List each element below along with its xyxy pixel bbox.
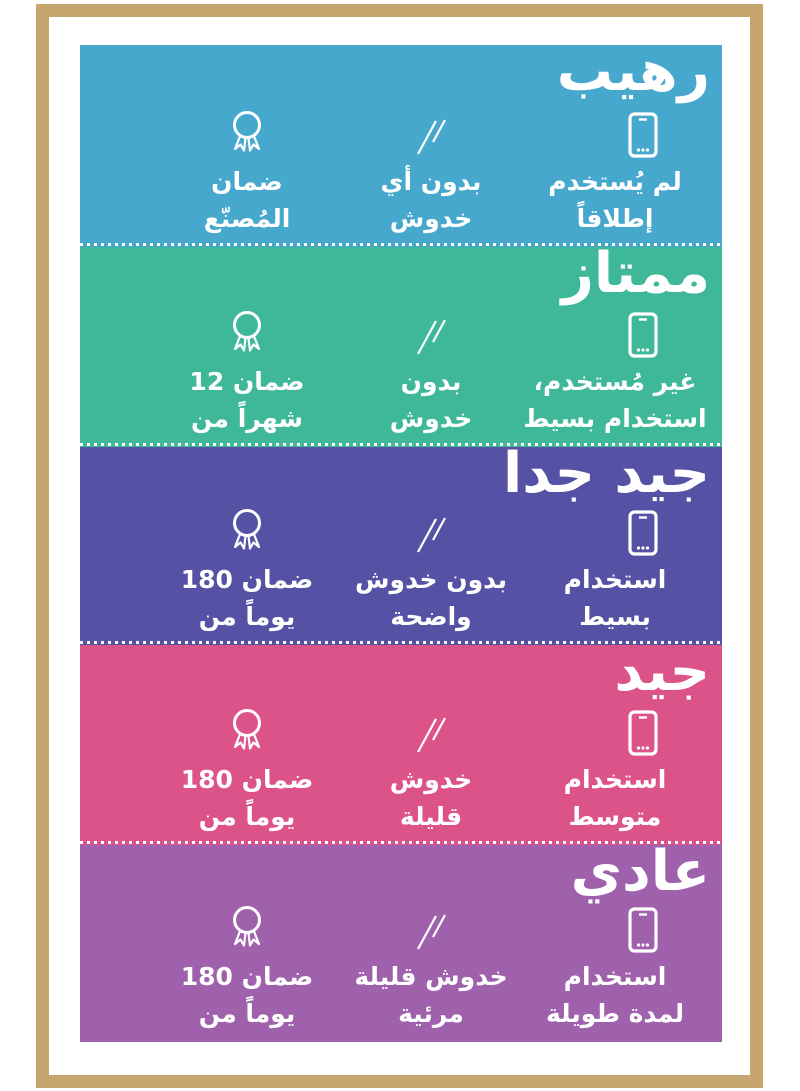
band-title: رهيب bbox=[556, 45, 710, 104]
text-line: متوسط bbox=[568, 802, 662, 831]
usage-column: استخدام متوسط bbox=[523, 704, 707, 835]
usage-text: استخدام لمدة طويلة bbox=[546, 958, 684, 1032]
band-columns: استخدام بسيط بدون خدوش واضحة ضمان 180 bbox=[155, 504, 707, 635]
grade-band-fair: عادي استخدام لمدة طويلة خدوش قليلة مرئية bbox=[80, 845, 722, 1042]
scratches-icon bbox=[409, 704, 453, 756]
text-line: خدوش bbox=[389, 204, 473, 233]
usage-column: لم يُستخدم إطلاقاً bbox=[523, 106, 707, 237]
warranty-column: ضمان 180 يوماً من bbox=[155, 704, 339, 835]
text-line: استخدام bbox=[563, 765, 667, 794]
text-line: المُصنّع bbox=[203, 204, 291, 233]
smartphone-icon bbox=[628, 901, 658, 953]
scratches-text: بدون خدوش bbox=[390, 363, 473, 437]
usage-column: استخدام بسيط bbox=[523, 504, 707, 635]
scratches-icon bbox=[409, 306, 453, 358]
band-title: جيد bbox=[614, 645, 710, 704]
scratches-text: بدون أي خدوش bbox=[381, 163, 482, 237]
text-line: ضمان 180 bbox=[180, 565, 314, 594]
text-line: ضمان 180 bbox=[180, 765, 314, 794]
band-title: عادي bbox=[570, 845, 710, 904]
text-line: خدوش bbox=[389, 765, 473, 794]
text-line: استخدام bbox=[563, 565, 667, 594]
text-line: استخدام bbox=[563, 962, 667, 991]
smartphone-icon bbox=[628, 704, 658, 756]
scratches-column: بدون أي خدوش bbox=[339, 106, 523, 237]
usage-text: لم يُستخدم إطلاقاً bbox=[548, 163, 682, 237]
text-line: مرئية bbox=[398, 999, 464, 1028]
usage-column: غير مُستخدم، استخدام بسيط bbox=[523, 306, 707, 437]
grade-band-very-good: جيد جداً استخدام بسيط بدون خدوش واضحة bbox=[80, 447, 722, 645]
band-columns: غير مُستخدم، استخدام بسيط بدون خدوش ضم bbox=[155, 306, 707, 437]
usage-text: غير مُستخدم، استخدام بسيط bbox=[523, 363, 706, 437]
warranty-text: ضمان 180 يوماً من bbox=[181, 561, 314, 635]
text-line: ضمان bbox=[211, 167, 283, 196]
scratches-text: خدوش قليلة bbox=[390, 761, 473, 835]
scratches-column: خدوش قليلة مرئية bbox=[339, 901, 523, 1032]
text-line: ضمان 180 bbox=[180, 962, 314, 991]
text-line: يوماً من bbox=[198, 602, 296, 631]
band-columns: استخدام متوسط خدوش قليلة ضمان 180 bbox=[155, 704, 707, 835]
text-line: واضحة bbox=[390, 602, 472, 631]
text-line: غير مُستخدم، bbox=[533, 367, 697, 396]
smartphone-icon bbox=[628, 504, 658, 556]
text-line: شهراً من bbox=[191, 404, 303, 433]
grade-band-excellent: ممتاز غير مُستخدم، استخدام بسيط بدون خدو… bbox=[80, 247, 722, 447]
text-line: بدون أي bbox=[380, 167, 482, 196]
scratches-column: بدون خدوش واضحة bbox=[339, 504, 523, 635]
text-line: لم يُستخدم bbox=[548, 167, 682, 196]
warranty-column: ضمان 180 يوماً من bbox=[155, 901, 339, 1032]
text-line: قليلة bbox=[399, 802, 463, 831]
band-title: جيد جداً bbox=[503, 447, 710, 506]
text-line: لمدة طويلة bbox=[545, 999, 685, 1028]
warranty-text: ضمان 12 شهراً من bbox=[189, 363, 304, 437]
band-columns: لم يُستخدم إطلاقاً بدون أي خدوش ضمان bbox=[155, 106, 707, 237]
scratches-column: خدوش قليلة bbox=[339, 704, 523, 835]
scratches-text: خدوش قليلة مرئية bbox=[354, 958, 507, 1032]
warranty-column: ضمان 12 شهراً من bbox=[155, 306, 339, 437]
warranty-column: ضمان 180 يوماً من bbox=[155, 504, 339, 635]
scratches-column: بدون خدوش bbox=[339, 306, 523, 437]
usage-text: استخدام بسيط bbox=[564, 561, 667, 635]
smartphone-icon bbox=[628, 306, 658, 358]
award-ribbon-icon bbox=[225, 704, 269, 756]
scratches-icon bbox=[409, 901, 453, 953]
text-line: إطلاقاً bbox=[576, 204, 654, 233]
award-ribbon-icon bbox=[225, 306, 269, 358]
grade-band-terrific: رهيب لم يُستخدم إطلاقاً بدون أي خدوش bbox=[80, 45, 722, 247]
warranty-text: ضمان 180 يوماً من bbox=[181, 958, 314, 1032]
warranty-text: ضمان المُصنّع bbox=[204, 163, 291, 237]
phone-condition-grades-poster: رهيب لم يُستخدم إطلاقاً بدون أي خدوش bbox=[80, 45, 722, 1042]
text-line: خدوش bbox=[389, 404, 473, 433]
band-columns: استخدام لمدة طويلة خدوش قليلة مرئية ضم bbox=[155, 901, 707, 1032]
text-line: بسيط bbox=[579, 602, 651, 631]
award-ribbon-icon bbox=[225, 504, 269, 556]
text-line: يوماً من bbox=[198, 802, 296, 831]
text-line: استخدام بسيط bbox=[523, 404, 707, 433]
band-title: ممتاز bbox=[561, 247, 710, 306]
award-ribbon-icon bbox=[225, 901, 269, 953]
usage-text: استخدام متوسط bbox=[564, 761, 667, 835]
smartphone-icon bbox=[628, 106, 658, 158]
text-line: بدون bbox=[400, 367, 462, 396]
award-ribbon-icon bbox=[225, 106, 269, 158]
scratches-icon bbox=[409, 106, 453, 158]
text-line: يوماً من bbox=[198, 999, 296, 1028]
text-line: ضمان 12 bbox=[189, 367, 305, 396]
warranty-text: ضمان 180 يوماً من bbox=[181, 761, 314, 835]
usage-column: استخدام لمدة طويلة bbox=[523, 901, 707, 1032]
text-line: بدون خدوش bbox=[355, 565, 507, 594]
grade-band-good: جيد استخدام متوسط خدوش قليلة bbox=[80, 645, 722, 845]
scratches-icon bbox=[409, 504, 453, 556]
warranty-column: ضمان المُصنّع bbox=[155, 106, 339, 237]
text-line: خدوش قليلة bbox=[354, 962, 508, 991]
scratches-text: بدون خدوش واضحة bbox=[355, 561, 507, 635]
